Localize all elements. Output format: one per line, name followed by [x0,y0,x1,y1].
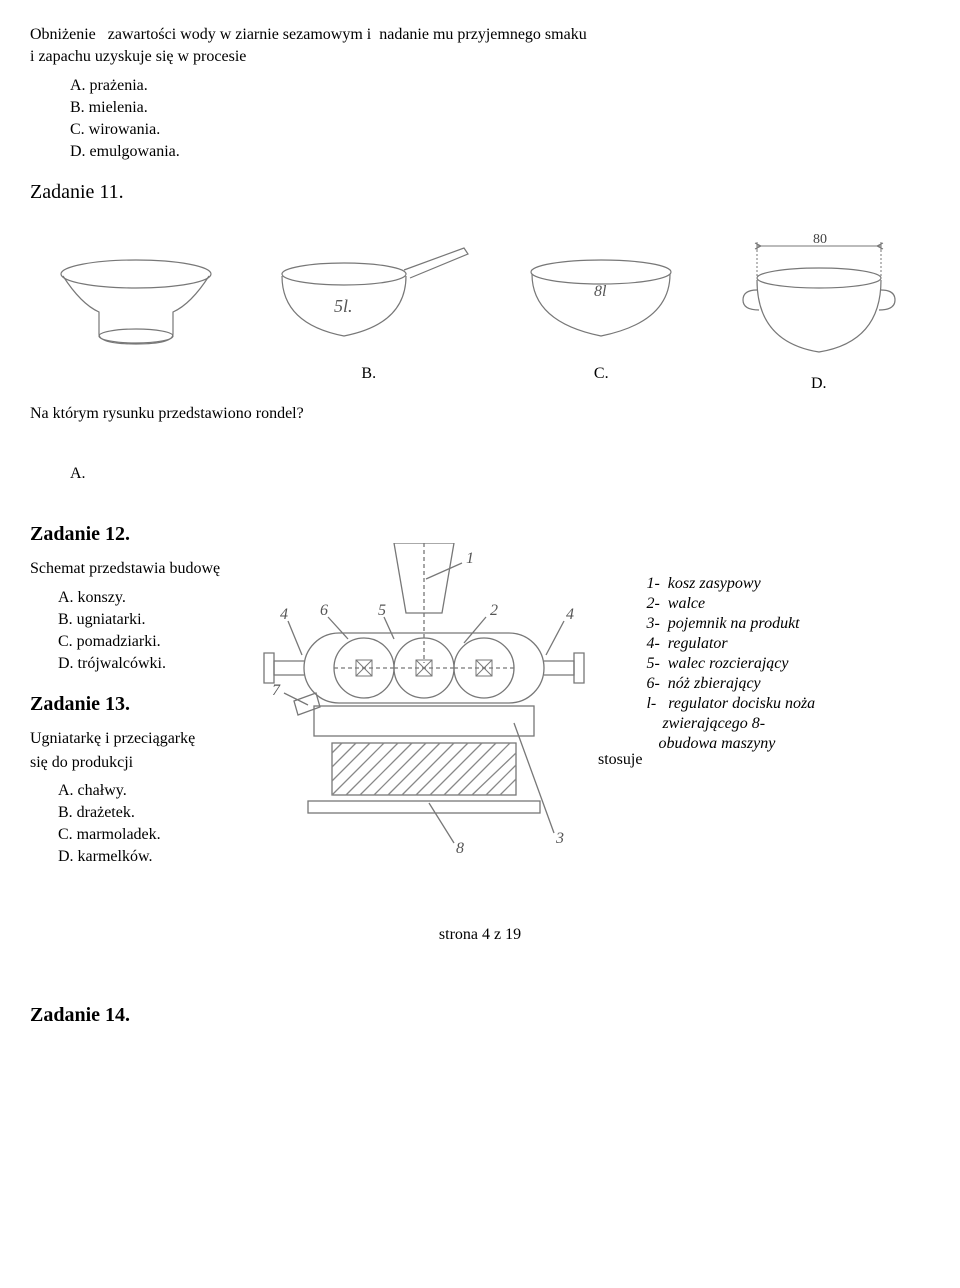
q13-option-d: D. karmelków. [58,848,250,866]
bowl-a-icon [51,244,221,354]
diag-n7: 7 [272,682,281,699]
q10-option-c: C. wirowania. [70,121,930,139]
bowl-d-dim: 80 [813,234,827,247]
q11-fig-b: 5l. B. [264,244,474,383]
machine-diagram-icon: 1 2 3 4 4 5 6 7 8 [254,543,594,863]
q12-q13-row: Zadanie 12. Schemat przedstawia budowę A… [30,503,930,886]
q11-fig-c: 8l C. [516,244,686,383]
diag-n4b: 4 [566,606,574,623]
legend-1: 1- kosz zasypowy [646,575,930,593]
q13-question-tail: się do produkcji [30,752,250,774]
legend-2: 2- walce [646,595,930,613]
q13-question-left: Ugniatarkę i przeciągarkę [30,728,250,750]
q10-option-b: B. mielenia. [70,99,930,117]
bowl-c-text: 8l [594,283,607,300]
bowl-c-icon: 8l [516,244,686,354]
q10-option-a: A. prażenia. [70,77,930,95]
diag-n4a: 4 [280,606,288,623]
q11-option-a: A. [70,465,930,483]
legend-3: 3- pojemnik na produkt [646,615,930,633]
page-number: strona 4 z 19 [30,926,930,944]
q12-options: A. konszy. B. ugniatarki. C. pomadziarki… [58,589,250,673]
q13-stosuje: stosuje [598,751,642,769]
q13-options: A. chałwy. B. drażetek. C. marmoladek. D… [58,782,250,866]
q10-text: Obniżenie zawartości wody w ziarnie seza… [30,24,930,69]
legend-6: 6- nóż zbierający [646,675,930,693]
q14-heading: Zadanie 14. [30,1004,930,1027]
q13-heading: Zadanie 13. [30,693,250,716]
q12-option-b: B. ugniatarki. [58,611,250,629]
q12-question: Schemat przedstawia budowę [30,558,250,580]
q11-fig-a-label [51,365,221,383]
q10-line1: Obniżenie zawartości wody w ziarnie seza… [30,26,587,43]
q11-options: A. [70,465,930,483]
bowl-b-icon: 5l. [264,244,474,354]
q12-option-a: A. konszy. [58,589,250,607]
q13-option-a: A. chałwy. [58,782,250,800]
q11-figures: 5l. B. 8l C. 80 [30,234,930,393]
q11-fig-c-label: C. [516,365,686,383]
q11-fig-b-label: B. [264,365,474,383]
q12-option-d: D. trójwalcówki. [58,655,250,673]
legend-8b: obudowa maszyny [646,735,930,753]
q11-fig-a [51,244,221,383]
legend-7: l- regulator docisku noża [646,695,930,713]
q11-question: Na którym rysunku przedstawiono rondel? [30,403,930,425]
machine-diagram: 1 2 3 4 4 5 6 7 8 [254,543,594,868]
legend-8a: zwierającego 8- [646,715,930,733]
bowl-b-text: 5l. [334,296,353,316]
diag-n2: 2 [490,602,498,619]
q12-option-c: C. pomadziarki. [58,633,250,651]
diag-n5: 5 [378,602,386,619]
q10-option-d: D. emulgowania. [70,143,930,161]
diag-n8: 8 [456,840,464,857]
q12-heading: Zadanie 12. [30,523,250,546]
diag-n1: 1 [466,550,474,567]
q10-line2: i zapachu uzyskuje się w procesie [30,48,246,65]
q13-option-c: C. marmoladek. [58,826,250,844]
q13-option-b: B. drażetek. [58,804,250,822]
q10-options: A. prażenia. B. mielenia. C. wirowania. … [70,77,930,161]
q11-heading: Zadanie 11. [30,181,930,204]
bowl-d-icon: 80 [729,234,909,364]
diagram-legend: 1- kosz zasypowy 2- walce 3- pojemnik na… [646,573,930,755]
legend-5: 5- walec rozcierający [646,655,930,673]
diag-n6: 6 [320,602,328,619]
legend-4: 4- regulator [646,635,930,653]
q11-fig-d-label: D. [729,375,909,393]
q11-fig-d: 80 D. [729,234,909,393]
col-left: Zadanie 12. Schemat przedstawia budowę A… [30,503,250,886]
diag-n3: 3 [555,830,564,847]
